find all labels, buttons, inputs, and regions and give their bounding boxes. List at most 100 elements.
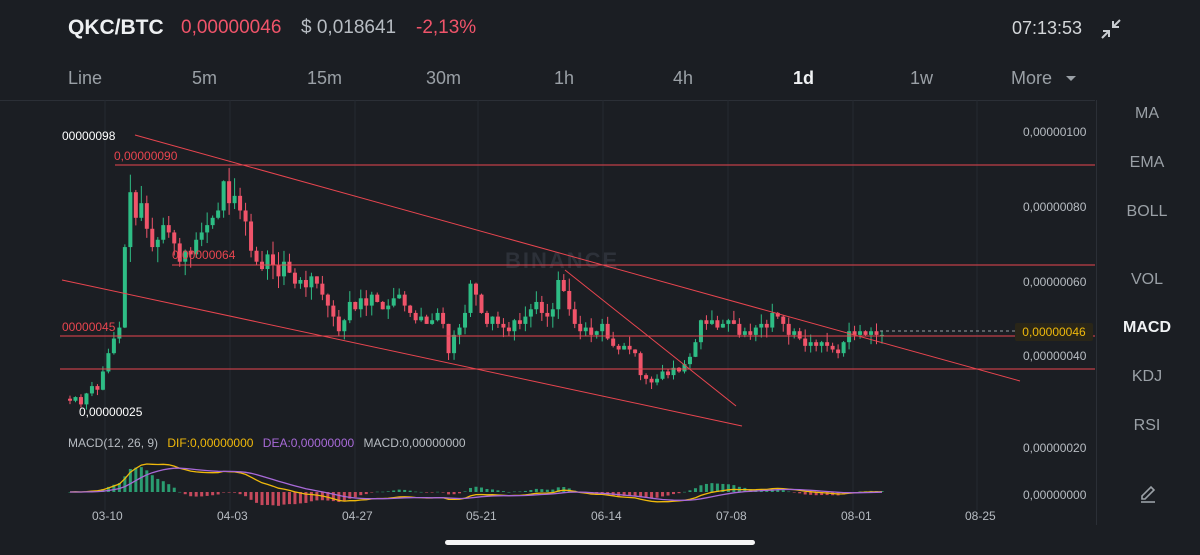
- macd-bar: [710, 483, 714, 492]
- candles: [68, 168, 884, 410]
- macd-bar: [128, 468, 132, 492]
- macd-bar: [661, 492, 665, 497]
- tab-5m[interactable]: 5m: [192, 68, 218, 88]
- macd-bar: [134, 467, 138, 492]
- macd-bar: [507, 491, 511, 493]
- candle-body: [419, 316, 424, 321]
- candle-body: [539, 301, 544, 313]
- macd-bar: [238, 492, 242, 495]
- macd-bar: [463, 491, 467, 492]
- indicator-vol[interactable]: VOL: [1130, 271, 1163, 288]
- macd-bar: [452, 492, 456, 495]
- macd-value: MACD:0,00000000: [363, 436, 466, 450]
- candle-body: [819, 342, 824, 346]
- candle-body: [484, 312, 489, 324]
- candle-body: [265, 254, 270, 270]
- macd-bar: [408, 490, 412, 492]
- candle-body: [671, 367, 676, 376]
- macd-bar: [523, 490, 527, 492]
- candle-body: [627, 345, 632, 350]
- macd-bar: [436, 491, 440, 493]
- candle-body: [528, 309, 533, 317]
- macd-bar: [222, 492, 226, 493]
- tab-1w[interactable]: 1w: [910, 68, 934, 88]
- x-axis-label: 07-08: [716, 509, 747, 523]
- label-064: 0,00000064: [172, 248, 236, 262]
- macd-bar: [469, 487, 473, 492]
- pair-title[interactable]: QKC/BTC: [68, 16, 164, 39]
- macd-bar: [496, 490, 500, 492]
- y-axis-label: 0,00000020: [1023, 441, 1087, 455]
- tab-more[interactable]: More: [1011, 68, 1077, 89]
- indicator-macd[interactable]: MACD: [1123, 319, 1171, 336]
- macd-bar: [803, 492, 807, 495]
- x-axis-label: 03-10: [92, 509, 123, 523]
- macd-bar: [315, 492, 319, 501]
- candle-body: [479, 294, 484, 313]
- dea-line: [70, 467, 883, 501]
- candle-body: [452, 334, 457, 354]
- tab-1h[interactable]: 1h: [554, 68, 575, 88]
- chevron-down-icon: [1066, 76, 1077, 82]
- tab-1d[interactable]: 1d: [793, 68, 815, 88]
- macd-bar: [628, 492, 632, 496]
- macd-bar: [112, 484, 116, 492]
- candle-body: [188, 250, 193, 255]
- macd-bar: [809, 492, 813, 495]
- pencil-icon[interactable]: [1138, 484, 1158, 504]
- candle-body: [753, 327, 758, 335]
- candle-body: [111, 338, 116, 354]
- candle-body: [320, 283, 325, 295]
- macd-bar: [260, 492, 264, 506]
- candle-body: [380, 301, 385, 310]
- candle-body: [622, 345, 627, 350]
- candle-body: [183, 250, 188, 262]
- indicator-kdj[interactable]: KDJ: [1131, 368, 1163, 385]
- macd-bar: [414, 491, 418, 493]
- indicator-rsi[interactable]: RSI: [1133, 417, 1161, 434]
- macd-bar: [666, 492, 670, 496]
- tab-line[interactable]: Line: [68, 68, 103, 88]
- candle-body: [589, 327, 594, 335]
- candle-body: [221, 181, 226, 211]
- candle-body: [150, 228, 155, 248]
- indicator-ema[interactable]: EMA: [1129, 154, 1165, 171]
- y-axis-label: 0,00000040: [1023, 349, 1087, 363]
- macd-bar: [172, 487, 176, 492]
- candle-body: [347, 301, 352, 321]
- macd-bar: [798, 492, 802, 494]
- candle-body: [155, 239, 160, 248]
- candlestick-chart[interactable]: [0, 100, 1096, 530]
- macd-bar: [309, 492, 313, 502]
- macd-bar: [441, 492, 445, 493]
- candle-body: [594, 331, 599, 335]
- macd-bar: [529, 490, 533, 492]
- candle-body: [281, 261, 286, 277]
- indicator-ma[interactable]: MA: [1135, 105, 1159, 122]
- candle-body: [764, 323, 769, 328]
- tab-15m[interactable]: 15m: [307, 68, 343, 88]
- candle-body: [792, 331, 797, 335]
- collapse-icon[interactable]: [1098, 16, 1124, 42]
- candle-body: [210, 217, 215, 226]
- candle-body: [775, 312, 780, 317]
- tab-30m[interactable]: 30m: [426, 68, 462, 88]
- tab-4h[interactable]: 4h: [673, 68, 694, 88]
- macd-bar: [490, 489, 494, 492]
- candle-body: [655, 378, 660, 383]
- indicator-boll[interactable]: BOLL: [1126, 203, 1168, 220]
- candle-body: [402, 294, 407, 306]
- candle-body: [682, 364, 687, 372]
- macd-bar: [359, 492, 363, 496]
- candle-body: [430, 320, 435, 324]
- candle-body: [177, 243, 182, 262]
- candle-body: [693, 342, 698, 357]
- candle-body: [161, 225, 166, 240]
- macd-bar: [721, 483, 725, 492]
- y-axis-label: 0,00000100: [1023, 125, 1087, 139]
- candle-body: [303, 280, 308, 288]
- candle-body: [287, 261, 292, 273]
- candle-body: [122, 247, 127, 328]
- macd-bar: [139, 467, 143, 492]
- candle-body: [353, 301, 358, 310]
